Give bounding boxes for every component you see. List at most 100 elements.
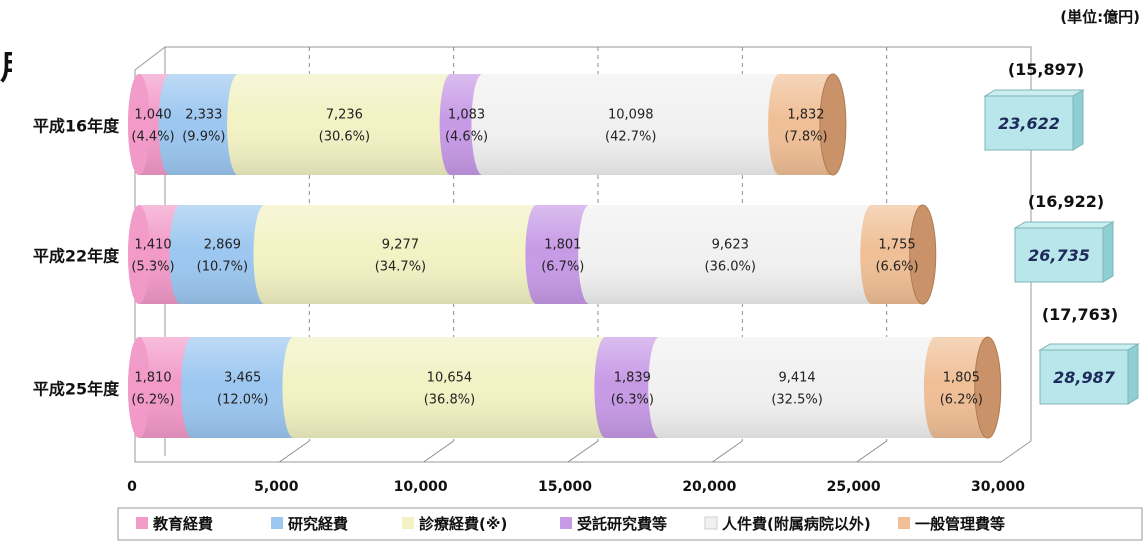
data-label: 2,869 <box>204 238 241 253</box>
category-label: 平成22年度 <box>33 247 120 266</box>
bar-segment-shade <box>282 337 617 438</box>
data-label-percent: (36.0%) <box>705 260 756 275</box>
data-label-percent: (10.7%) <box>197 260 248 275</box>
legend-frame <box>117 507 1143 541</box>
cutoff-title-glyph: 用 <box>0 40 12 89</box>
data-label: 10,098 <box>608 108 654 123</box>
data-label: 9,623 <box>712 238 749 253</box>
legend-swatch <box>704 516 718 530</box>
total-box <box>1039 349 1129 405</box>
total-value: 26,735 <box>1028 246 1090 265</box>
data-label: 7,236 <box>326 108 363 123</box>
x-tick-label: 10,000 <box>394 479 448 495</box>
x-tick-label: 20,000 <box>682 479 736 495</box>
total-box-side <box>1102 221 1114 283</box>
bar-segment-shade <box>253 205 548 304</box>
data-label: 1,805 <box>943 371 980 386</box>
data-label-percent: (4.4%) <box>131 130 174 145</box>
total-value: 28,987 <box>1053 368 1116 387</box>
category-label: 平成16年度 <box>33 117 120 136</box>
data-label: 1,832 <box>787 108 824 123</box>
data-label: 1,755 <box>878 238 915 253</box>
data-label-percent: (5.3%) <box>131 260 174 275</box>
x-tick-label: 25,000 <box>827 479 881 495</box>
legend-label: 人件費(附属病院以外) <box>722 515 871 533</box>
total-paren-label: (15,897) <box>1008 60 1084 79</box>
bar-segment-shade <box>180 337 305 438</box>
data-label-percent: (6.2%) <box>940 393 983 408</box>
gridline-floor <box>279 440 310 463</box>
data-label-percent: (6.7%) <box>541 260 584 275</box>
bar-segment-shade <box>158 74 250 175</box>
data-label: 1,083 <box>448 108 485 123</box>
data-label-percent: (12.0%) <box>217 393 268 408</box>
total-box-side <box>1127 343 1139 405</box>
bar-row: 1,810 (6.2%) 3,465 (12.0%) 10,654 (36.8%) 1,83… <box>128 336 1002 439</box>
total-box <box>984 95 1074 151</box>
data-label-percent: (6.6%) <box>875 260 918 275</box>
data-label-percent: (6.3%) <box>611 393 654 408</box>
total-box-top <box>1013 221 1115 229</box>
data-label-percent: (6.2%) <box>131 393 174 408</box>
legend-swatch <box>898 517 910 529</box>
totals: (15,897) 23,622 (16,922) 26,735 (17,763) 28,9… <box>983 60 1140 405</box>
data-label: 1,801 <box>544 238 581 253</box>
data-label: 1,040 <box>134 108 171 123</box>
data-label: 1,410 <box>134 238 171 253</box>
bar-end-cap <box>974 336 1002 439</box>
unit-label: (単位:億円) <box>1060 8 1140 26</box>
data-label-percent: (7.8%) <box>784 130 827 145</box>
data-label: 2,333 <box>185 108 222 123</box>
gridline-floor <box>712 440 743 463</box>
bar-segment-shade <box>648 337 946 438</box>
legend-swatch <box>402 517 414 529</box>
bar-left-cap <box>128 205 150 304</box>
data-label: 10,654 <box>427 371 473 386</box>
data-label: 1,839 <box>614 371 651 386</box>
total-box-side <box>1072 89 1084 151</box>
data-label: 9,277 <box>382 238 419 253</box>
x-tick-label: 30,000 <box>971 479 1025 495</box>
legend-label: 研究経費 <box>288 515 348 533</box>
total-paren-label: (16,922) <box>1028 192 1104 211</box>
legend-label: 教育経費 <box>152 515 213 533</box>
bar-row: 1,410 (5.3%) 2,869 (10.7%) 9,277 (34.7%) 1,801… <box>128 204 937 305</box>
gridline-floor <box>423 440 454 463</box>
bar-segment-shade <box>227 74 462 175</box>
total-box <box>1014 227 1104 283</box>
x-tick-label: 15,000 <box>538 479 592 495</box>
legend-item: 研究経費 <box>271 515 348 533</box>
legend-item: 教育経費 <box>136 515 213 533</box>
plot-frame-front <box>134 46 1032 463</box>
bar-left-cap <box>128 337 150 438</box>
data-label-percent: (42.7%) <box>605 130 656 145</box>
legend-swatch <box>560 517 572 529</box>
legend-item: 一般管理費等 <box>898 515 1005 533</box>
bar-row: 1,040 (4.4%) 2,333 (9.9%) 7,236 (30.6%) 1,083 (… <box>128 73 847 176</box>
data-label-percent: (9.9%) <box>182 130 225 145</box>
bars: 1,040 (4.4%) 2,333 (9.9%) 7,236 (30.6%) 1,083 (… <box>128 73 1002 439</box>
bar-segment-shade <box>471 74 791 175</box>
bar-end-cap <box>819 73 847 176</box>
data-label: 3,465 <box>224 371 261 386</box>
gridline-floor <box>567 440 599 463</box>
bar-segment-shade <box>169 205 276 304</box>
legend-label: 診療経費(※) <box>419 515 507 533</box>
legend-item: 受託研究費等 <box>560 515 667 533</box>
x-tick-label: 5,000 <box>254 479 299 495</box>
total-box-top <box>983 89 1085 97</box>
bar-segment-shade <box>578 205 883 304</box>
data-label-percent: (36.8%) <box>424 393 475 408</box>
data-label-percent: (32.5%) <box>771 393 822 408</box>
data-label-percent: (30.6%) <box>319 130 370 145</box>
bar-left-cap <box>128 74 150 175</box>
legend-item: 人件費(附属病院以外) <box>704 515 871 533</box>
legend-item: 診療経費(※) <box>402 515 507 533</box>
category-label: 平成25年度 <box>33 380 120 399</box>
bar-end-cap <box>909 204 937 305</box>
total-box-top <box>1038 343 1140 351</box>
gridline-floor <box>856 440 887 463</box>
total-value: 23,622 <box>998 114 1060 133</box>
